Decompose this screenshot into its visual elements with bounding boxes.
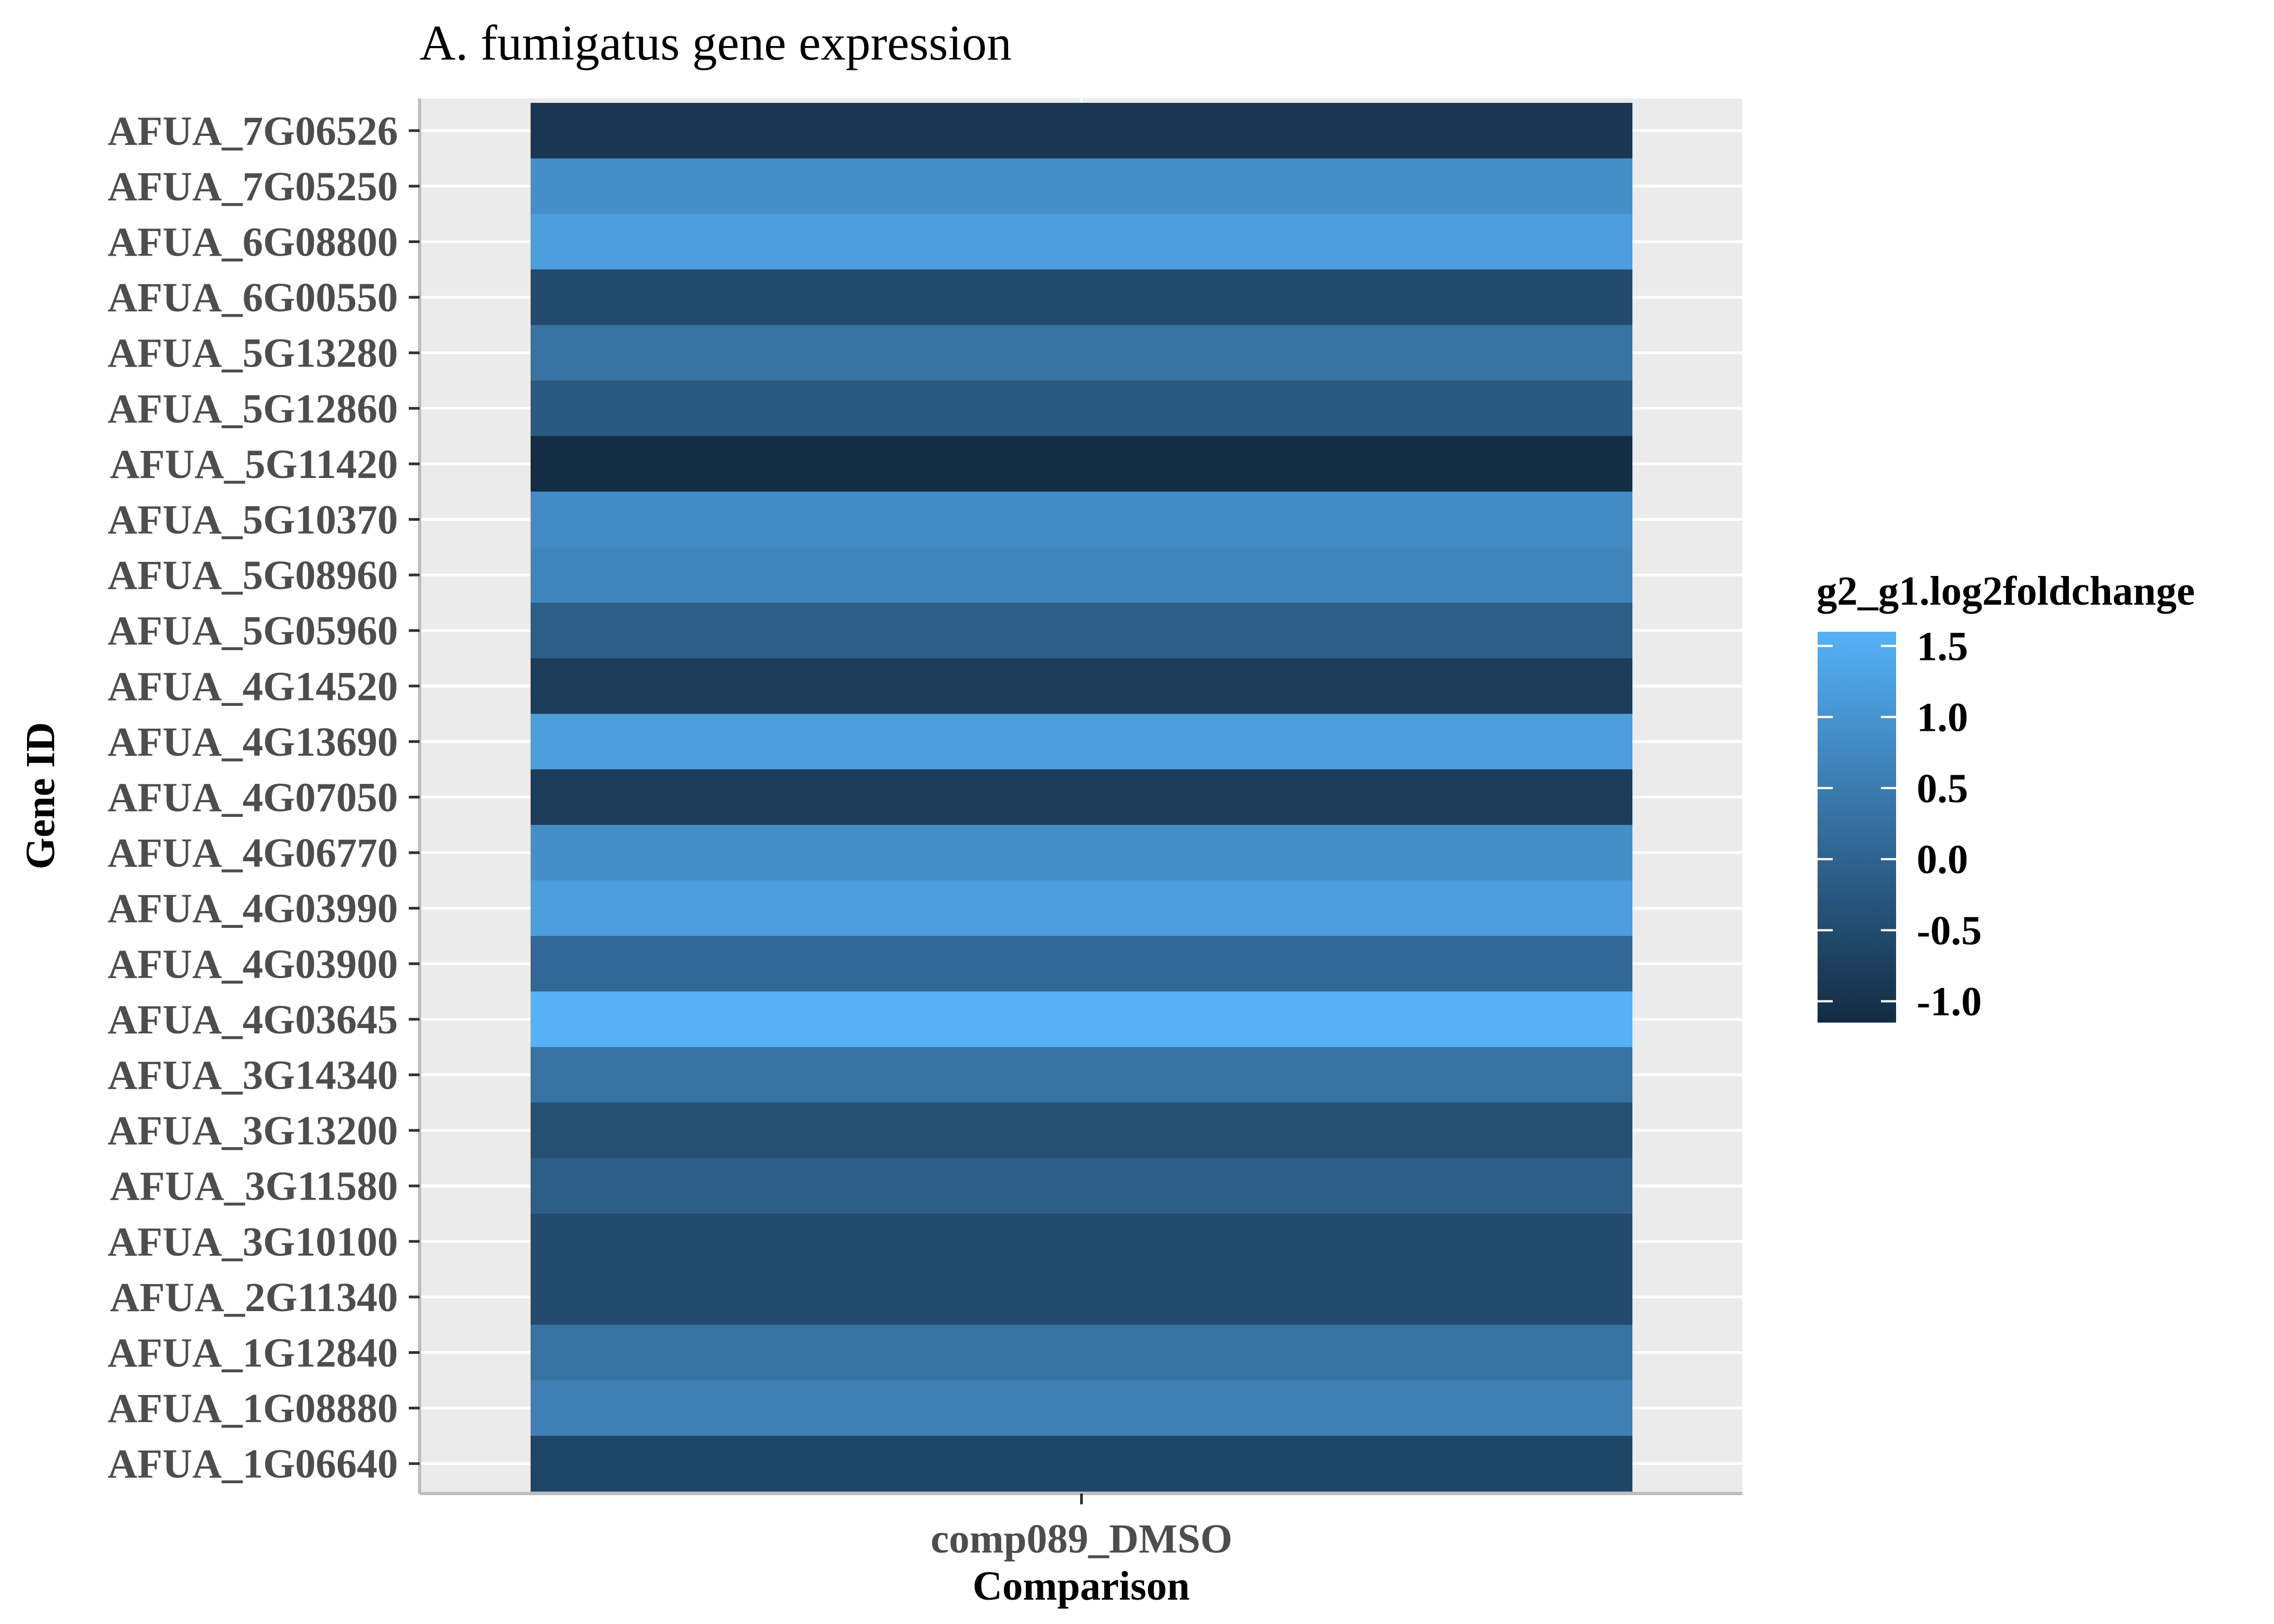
legend-colorbar [1818, 632, 1896, 1023]
y-tick-label: AFUA_4G03990 [108, 886, 398, 932]
heatmap-tile [531, 325, 1632, 381]
heatmap-tile [531, 1214, 1632, 1270]
heatmap-tile [531, 1380, 1632, 1436]
legend-break-label: 0.5 [1917, 766, 1968, 811]
heatmap-tile [531, 824, 1632, 881]
y-tick-label: AFUA_4G06770 [108, 830, 398, 876]
y-tick-label: AFUA_5G13280 [108, 331, 398, 376]
heatmap-tile [531, 1325, 1632, 1381]
heatmap-tile [531, 880, 1632, 937]
heatmap-tile [531, 103, 1632, 159]
heatmap-tile [531, 436, 1632, 492]
legend-ticks: 1.5 1.0 0.5 0.0 -0.5 -1.0 [1818, 624, 1982, 1025]
legend-break-label: -0.5 [1917, 908, 1982, 953]
y-tick-label: AFUA_3G14340 [108, 1053, 398, 1098]
heatmap-tile [531, 769, 1632, 826]
y-tick-label: AFUA_4G03645 [108, 997, 398, 1043]
heatmap-tile [531, 269, 1632, 325]
heatmap-tile [531, 1158, 1632, 1214]
y-tick-label: AFUA_1G06640 [108, 1442, 398, 1487]
heatmap-tile [531, 658, 1632, 715]
y-tick-label: AFUA_5G12860 [108, 386, 398, 431]
heatmap-tile [531, 1436, 1632, 1492]
y-tick-label: AFUA_5G10370 [108, 497, 398, 543]
y-tick-label: AFUA_7G05250 [108, 164, 398, 209]
heatmap-tile [531, 991, 1632, 1047]
heatmap-tile [531, 214, 1632, 270]
y-tick-label: AFUA_3G10100 [108, 1219, 398, 1265]
heatmap-tile [531, 1047, 1632, 1103]
legend-break-label: 1.0 [1917, 695, 1968, 741]
y-tick-label: AFUA_3G13200 [108, 1108, 398, 1154]
x-axis-title: Comparison [972, 1563, 1190, 1609]
y-tick-label: AFUA_4G14520 [108, 664, 398, 709]
y-tick-label: AFUA_5G08960 [108, 553, 398, 598]
y-tick-label: AFUA_6G00550 [108, 275, 398, 320]
color-legend: g2_g1.log2foldchange 1.5 1.0 0.5 0.0 -0.5 -1.… [1816, 568, 2195, 1025]
y-tick-label: AFUA_5G11420 [110, 442, 398, 487]
x-axis: comp089_DMSO [420, 1492, 1742, 1562]
y-tick-label: AFUA_1G12840 [108, 1331, 398, 1376]
heatmap-tile [531, 603, 1632, 659]
y-axis-title: Gene ID [18, 722, 63, 869]
heatmap-tiles [531, 103, 1632, 1492]
y-tick-label: AFUA_3G11580 [110, 1164, 398, 1209]
heatmap-tile [531, 381, 1632, 437]
heatmap-tile [531, 1102, 1632, 1158]
heatmap-tile [531, 492, 1632, 548]
legend-break-label: 0.0 [1917, 837, 1968, 882]
y-tick-label: AFUA_6G08800 [108, 220, 398, 265]
heatmap-tile [531, 713, 1632, 770]
y-tick-label: AFUA_4G13690 [108, 719, 398, 765]
legend-break-label: 1.5 [1917, 624, 1968, 669]
y-tick-label: AFUA_2G11340 [110, 1275, 398, 1320]
y-tick-label: AFUA_1G08880 [108, 1386, 398, 1431]
chart-title: A. fumigatus gene expression [420, 15, 1012, 70]
heatmap-tile [531, 547, 1632, 603]
heatmap-tile [531, 1269, 1632, 1325]
y-tick-label: AFUA_4G07050 [108, 775, 398, 821]
x-tick-label: comp089_DMSO [931, 1516, 1232, 1562]
y-tick-label: AFUA_5G05960 [108, 608, 398, 654]
y-tick-label: AFUA_4G03900 [108, 941, 398, 987]
legend-break-label: -1.0 [1917, 979, 1982, 1025]
y-tick-label: AFUA_7G06526 [108, 108, 398, 154]
heatmap-tile [531, 936, 1632, 992]
legend-title: g2_g1.log2foldchange [1816, 568, 2195, 614]
heatmap-tile [531, 158, 1632, 214]
y-axis: AFUA_7G06526 AFUA_7G05250 AFUA_6G08800 AFUA… [108, 99, 421, 1494]
